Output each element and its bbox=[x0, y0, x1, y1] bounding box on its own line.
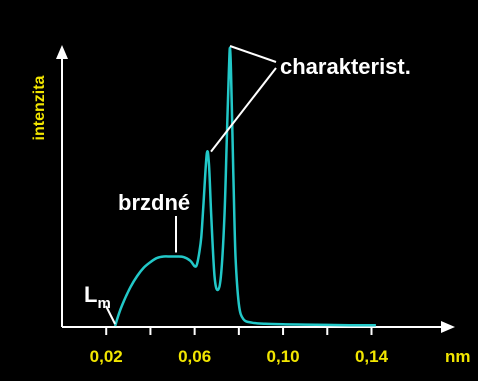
annotations: charakterist. brzdné Lm bbox=[84, 45, 411, 325]
annotation-leader-line bbox=[210, 67, 277, 153]
x-tick-label: 0,02 bbox=[90, 347, 123, 366]
annotation-lambda-min: Lm bbox=[84, 282, 111, 312]
annotation-brzdne: brzdné bbox=[118, 190, 190, 215]
x-axis-arrowhead bbox=[441, 321, 455, 333]
y-axis-arrowhead bbox=[56, 45, 68, 59]
y-axis-label: intenzita bbox=[31, 75, 48, 140]
x-axis-unit: nm bbox=[445, 347, 471, 366]
series-layer bbox=[113, 46, 376, 327]
annotation-leader-line bbox=[229, 45, 277, 63]
annotation-leader-line bbox=[105, 305, 116, 325]
x-tick-label: 0,14 bbox=[355, 347, 389, 366]
x-ticks: 0,02 0,06 0,10 0,14 bbox=[90, 327, 389, 366]
x-tick-label: 0,06 bbox=[178, 347, 211, 366]
annotation-leaders bbox=[105, 45, 277, 325]
axes bbox=[56, 45, 455, 333]
x-tick-label: 0,10 bbox=[267, 347, 300, 366]
annotation-lambda-min-letter: L bbox=[84, 282, 97, 307]
series-line bbox=[113, 46, 376, 327]
annotation-characteristic: charakterist. bbox=[280, 54, 411, 79]
annotation-lambda-min-subscript: m bbox=[97, 295, 110, 312]
